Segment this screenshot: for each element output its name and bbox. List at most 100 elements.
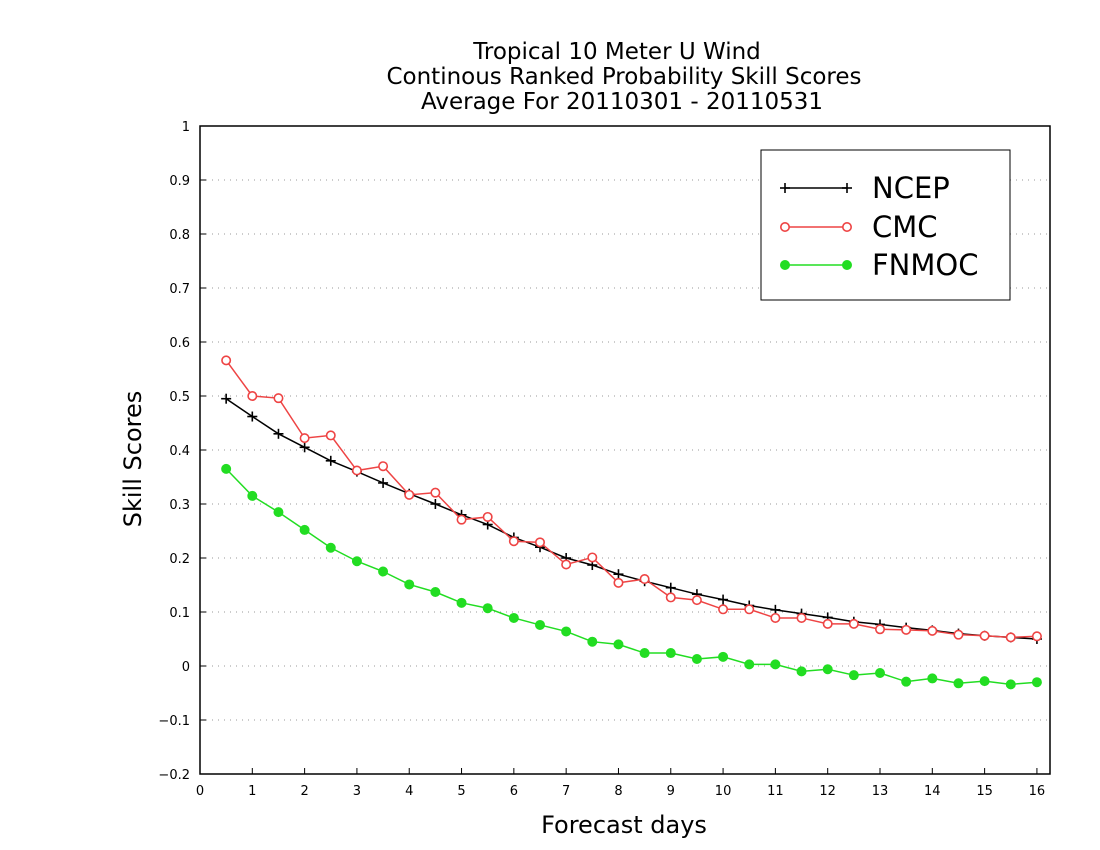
data-point-cmc — [508, 536, 519, 547]
legend-label-fnmoc: FNMOC — [872, 248, 978, 282]
data-point-cmc — [430, 487, 441, 498]
x-tick-label: 8 — [614, 784, 622, 799]
x-tick-label: 14 — [924, 784, 941, 799]
series-ncep — [221, 393, 1042, 644]
y-tick-label: −0.2 — [158, 768, 190, 783]
data-point-cmc — [901, 624, 912, 635]
y-tick-label: 0 — [182, 660, 190, 675]
data-point-cmc — [325, 430, 336, 441]
data-point-cmc — [665, 592, 676, 603]
data-point-fnmoc — [482, 603, 493, 614]
data-point-fnmoc — [665, 648, 676, 659]
title-line-3: Average For 20110301 - 20110531 — [421, 89, 823, 115]
data-point-cmc — [1031, 631, 1042, 642]
data-point-fnmoc — [822, 664, 833, 675]
data-point-cmc — [273, 393, 284, 404]
data-point-fnmoc — [744, 659, 755, 670]
y-axis-title: Skill Scores — [119, 391, 147, 528]
data-point-fnmoc — [273, 507, 284, 518]
title-line-1: Tropical 10 Meter U Wind — [472, 39, 761, 65]
data-point-fnmoc — [221, 463, 232, 474]
x-tick-label: 9 — [667, 784, 675, 799]
data-point-ncep — [718, 594, 729, 605]
data-point-fnmoc — [796, 666, 807, 677]
legend-marker-ncep — [780, 183, 790, 193]
x-tick-label: 2 — [300, 784, 308, 799]
legend-marker-fnmoc — [842, 260, 852, 270]
series-line-fnmoc — [225, 468, 1037, 686]
data-point-cmc — [979, 630, 990, 641]
legend-item-ncep: NCEP — [780, 171, 950, 205]
data-point-fnmoc — [404, 579, 415, 590]
data-point-fnmoc — [430, 587, 441, 598]
data-point-ncep — [613, 569, 624, 580]
y-tick-label: 0.3 — [169, 498, 190, 513]
x-tick-label: 3 — [353, 784, 361, 799]
data-point-fnmoc — [1031, 677, 1042, 688]
data-point-fnmoc — [1005, 679, 1016, 690]
data-point-cmc — [221, 355, 232, 366]
data-point-fnmoc — [351, 556, 362, 567]
y-tick-label: 0.4 — [169, 444, 190, 459]
axes: −0.2−0.100.10.20.30.40.50.60.70.80.910 1 2… — [158, 120, 1051, 799]
data-point-cmc — [351, 465, 362, 476]
series-line-cmc — [225, 359, 1037, 639]
legend-item-cmc: CMC — [779, 210, 938, 244]
legend-item-fnmoc: FNMOC — [780, 248, 978, 282]
data-point-ncep — [665, 582, 676, 593]
chart-title: Tropical 10 Meter U Wind Continous Ranke… — [386, 39, 861, 115]
title-line-2: Continous Ranked Probability Skill Score… — [386, 64, 861, 90]
x-axis-title: Forecast days — [541, 811, 707, 839]
data-point-ncep — [430, 499, 441, 509]
y-tick-label: 0.5 — [169, 390, 190, 405]
series-fnmoc — [221, 463, 1042, 690]
x-tick-label: 5 — [457, 784, 465, 799]
data-point-ncep — [273, 428, 284, 439]
data-point-ncep — [247, 411, 258, 422]
legend-marker-ncep — [842, 183, 852, 193]
data-point-ncep — [378, 477, 389, 488]
data-point-fnmoc — [639, 648, 650, 659]
data-point-cmc — [848, 618, 859, 629]
series-line-ncep — [225, 398, 1037, 640]
x-tick-label: 4 — [405, 784, 413, 799]
legend-label-cmc: CMC — [872, 210, 938, 244]
data-point-fnmoc — [325, 542, 336, 553]
data-point-fnmoc — [875, 668, 885, 679]
data-point-cmc — [613, 577, 624, 588]
y-tick-label: −0.1 — [158, 714, 190, 729]
data-point-fnmoc — [691, 653, 702, 664]
data-point-fnmoc — [848, 670, 859, 681]
y-tick-label: 0.9 — [169, 174, 190, 189]
data-point-cmc — [927, 625, 938, 636]
y-tick-label: 0.7 — [169, 282, 190, 297]
data-point-cmc — [822, 618, 833, 629]
x-tick-label: 16 — [1029, 784, 1046, 799]
data-point-cmc — [482, 511, 493, 522]
data-point-cmc — [691, 595, 702, 606]
data-point-cmc — [770, 612, 781, 623]
data-point-cmc — [561, 559, 572, 570]
data-point-cmc — [299, 433, 310, 444]
legend: NCEP CMC FNMOC — [760, 149, 1011, 301]
legend-marker-cmc — [779, 222, 790, 233]
data-point-fnmoc — [587, 636, 598, 647]
data-point-ncep — [221, 393, 232, 404]
x-tick-label: 6 — [510, 784, 518, 799]
data-point-fnmoc — [247, 490, 258, 501]
x-tick-label: 7 — [562, 784, 570, 799]
data-point-cmc — [456, 514, 467, 525]
data-point-fnmoc — [953, 678, 964, 689]
x-tick-label: 1 — [248, 784, 256, 799]
data-point-fnmoc — [378, 566, 389, 577]
legend-marker-fnmoc — [780, 260, 790, 270]
data-point-cmc — [534, 537, 545, 548]
data-point-fnmoc — [535, 619, 545, 630]
legend-box — [760, 149, 1011, 301]
x-tick-label: 15 — [976, 784, 993, 799]
y-tick-label: 0.1 — [169, 606, 190, 621]
data-point-ncep — [299, 442, 310, 453]
data-point-cmc — [874, 624, 885, 635]
data-point-cmc — [953, 629, 964, 640]
